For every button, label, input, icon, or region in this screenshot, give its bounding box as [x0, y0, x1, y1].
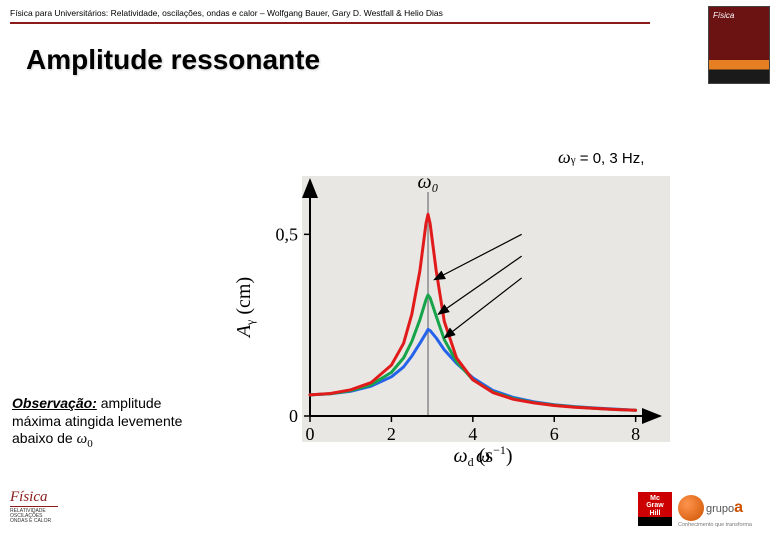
- grupo-a-logo: grupoa Conhecimento que transforma: [678, 495, 760, 528]
- svg-text:6: 6: [550, 424, 559, 444]
- resonance-chart: ω₀0246800,5ωωd (s−1)Aγ (cm): [232, 168, 672, 468]
- book-cover-thumbnail: [708, 6, 770, 84]
- svg-text:2: 2: [387, 424, 396, 444]
- page-title: Amplitude ressonante: [26, 44, 320, 76]
- svg-text:ω₀: ω₀: [418, 171, 439, 193]
- omega-symbol: ω: [77, 431, 88, 447]
- svg-text:ωd (s−1): ωd (s−1): [453, 443, 512, 468]
- svg-text:0,5: 0,5: [276, 224, 299, 244]
- zero-subscript: 0: [87, 438, 93, 450]
- header-citation: Física para Universitários: Relatividade…: [10, 8, 443, 18]
- grupo-a-text: grupoa: [706, 499, 743, 517]
- footer-brand: Física: [10, 489, 58, 507]
- footer: Física RELATIVIDADE OSCILAÇÕES ONDAS E C…: [10, 488, 770, 536]
- grupo-a-icon: [678, 495, 704, 521]
- svg-text:8: 8: [631, 424, 640, 444]
- note-label: Observação:: [12, 395, 97, 411]
- svg-text:4: 4: [468, 424, 477, 444]
- chart-svg: ω₀0246800,5ωωd (s−1)Aγ (cm): [232, 168, 672, 468]
- svg-text:Aγ (cm): Aγ (cm): [233, 277, 257, 339]
- grupo-a-tagline: Conhecimento que transforma: [678, 522, 760, 528]
- svg-text:0: 0: [289, 406, 298, 426]
- footer-subline: RELATIVIDADE OSCILAÇÕES ONDAS E CALOR: [10, 509, 60, 524]
- observation-note: Observação: amplitude máxima atingida le…: [12, 395, 212, 452]
- header-rule: [10, 22, 650, 24]
- svg-text:0: 0: [306, 424, 315, 444]
- mcgraw-hill-logo: McGrawHill: [638, 492, 672, 526]
